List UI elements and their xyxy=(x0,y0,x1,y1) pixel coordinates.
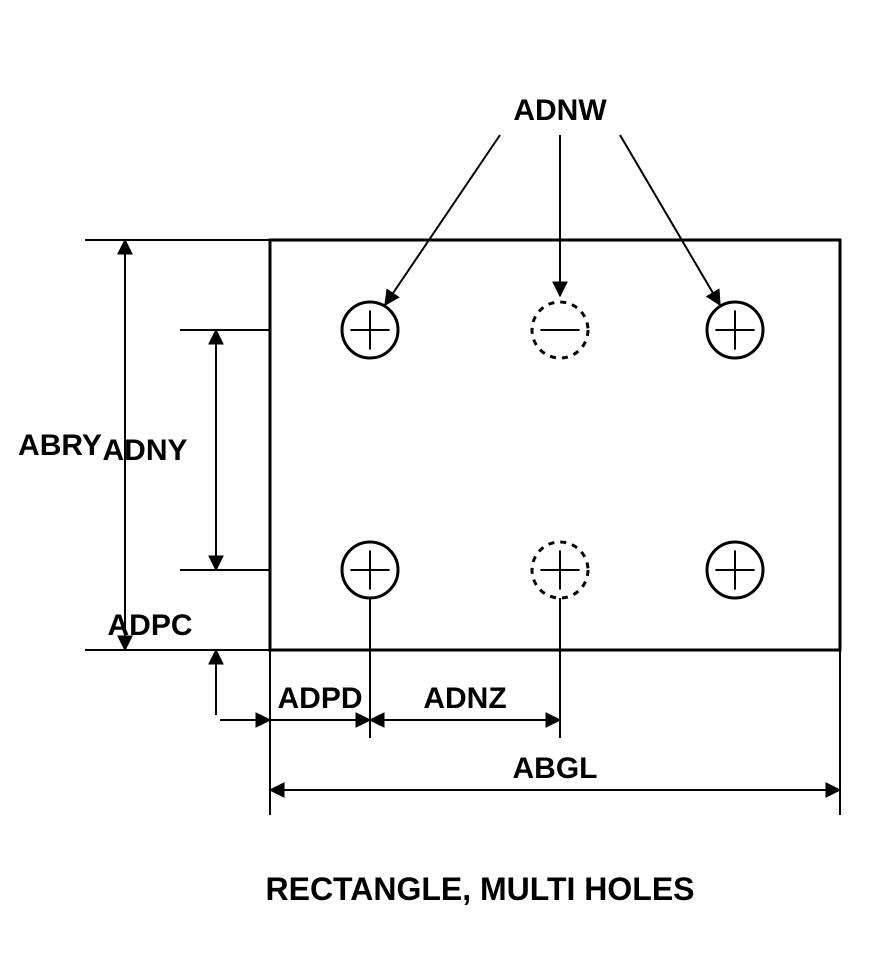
hole-6 xyxy=(707,542,763,598)
label-adnw: ADNW xyxy=(513,94,607,127)
label-abgl: ABGL xyxy=(513,752,598,785)
label-adnz: ADNZ xyxy=(423,682,506,715)
hole-2 xyxy=(532,302,588,358)
hole-3 xyxy=(707,302,763,358)
label-abry: ABRY xyxy=(18,429,102,462)
label-adpd: ADPD xyxy=(277,682,362,715)
adnw-leader-3 xyxy=(620,135,720,305)
label-adpc: ADPC xyxy=(107,609,192,642)
engineering-diagram: ADNW ABRYADNY ADPC ADPD ADNZ ABGL RECTANGLE, M… xyxy=(0,0,880,953)
hole-1 xyxy=(342,302,398,358)
label-adny: ADNY xyxy=(102,434,187,467)
adnw-leader-1 xyxy=(385,135,500,305)
hole-5 xyxy=(532,542,588,598)
hole-4 xyxy=(342,542,398,598)
diagram-title: RECTANGLE, MULTI HOLES xyxy=(265,871,694,907)
